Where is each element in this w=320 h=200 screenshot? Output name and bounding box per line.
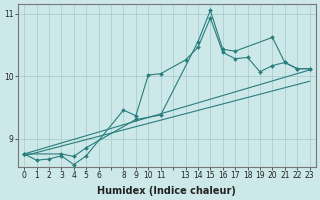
X-axis label: Humidex (Indice chaleur): Humidex (Indice chaleur) — [98, 186, 236, 196]
